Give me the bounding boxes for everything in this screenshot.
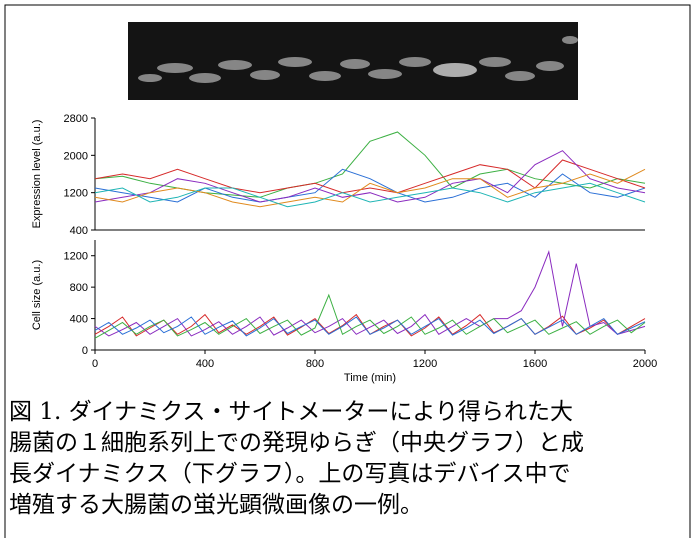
y-tick-label: 400	[70, 314, 88, 326]
caption-line: 図 1. ダイナミクス・サイトメーターにより得られた大	[9, 399, 573, 425]
y-tick-label: 1200	[64, 188, 88, 200]
y-tick-label: 2800	[64, 113, 88, 125]
y-tick-label: 1200	[64, 251, 88, 263]
y-tick-label: 2000	[64, 150, 88, 162]
series-line	[95, 183, 645, 206]
x-tick-label: 0	[92, 358, 98, 370]
x-tick-label: 400	[196, 358, 214, 370]
series-line	[95, 151, 645, 202]
x-tick-label: 2000	[633, 358, 657, 370]
caption-line: 長ダイナミクス（下グラフ）。上の写真はデバイス中で	[9, 461, 571, 487]
y-tick-label: 400	[70, 225, 88, 237]
caption-line: 腸菌の１細胞系列上での発現ゆらぎ（中央グラフ）と成	[9, 430, 584, 456]
x-tick-label: 800	[306, 358, 324, 370]
caption-line: 増殖する大腸菌の蛍光顕微画像の一例。	[9, 492, 423, 518]
figure: 400 1200 2000 2800 Expression level (a.u.) 0 4…	[0, 0, 695, 538]
micrograph	[128, 22, 578, 100]
x-tick-label: 1200	[413, 358, 437, 370]
y-tick-label: 0	[82, 345, 88, 357]
x-axis-label: Time (min)	[344, 372, 396, 384]
y-axis-label: Expression level (a.u.)	[31, 120, 43, 229]
y-tick-label: 800	[70, 282, 88, 294]
y-axis-label: Cell size (a.u.)	[31, 260, 43, 330]
x-tick-label: 1600	[523, 358, 547, 370]
series-line	[95, 252, 645, 336]
